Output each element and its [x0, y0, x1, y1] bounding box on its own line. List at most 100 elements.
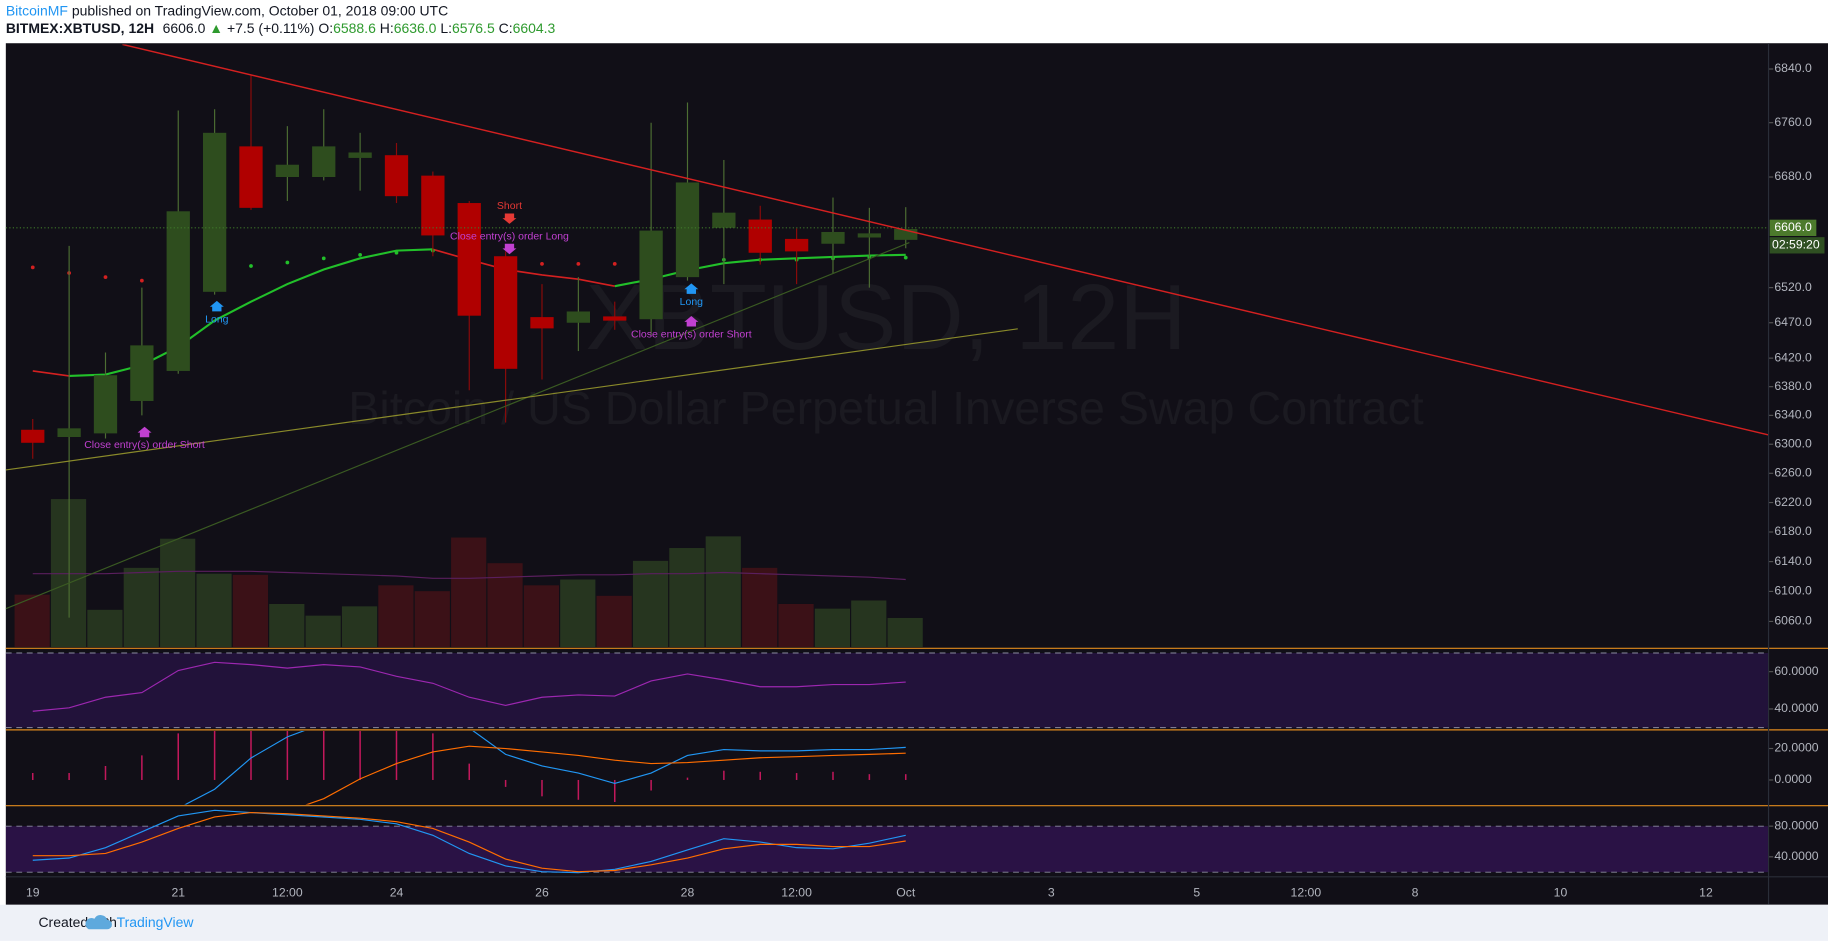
volume-bar — [596, 595, 632, 648]
candle-body — [857, 233, 882, 238]
indicator-line — [32, 809, 906, 874]
logo[interactable] — [85, 915, 112, 930]
sar-dot — [285, 260, 290, 265]
y-tick-label: 6380.0 — [1774, 379, 1812, 393]
volume-bar — [778, 603, 814, 648]
candle-body — [493, 256, 518, 369]
volume-ma-line — [32, 570, 906, 581]
trend-line[interactable] — [5, 242, 910, 610]
annotation: Close entry(s) order Long — [450, 232, 569, 243]
footer-brand[interactable]: TradingView — [117, 914, 195, 930]
y-tick-label: 6140.0 — [1774, 554, 1812, 568]
y-tick-label: 6220.0 — [1774, 495, 1812, 509]
drawings — [5, 44, 1769, 610]
candle-body — [93, 375, 118, 434]
y-tick-label: 6260.0 — [1774, 466, 1812, 480]
candle-body — [603, 316, 627, 321]
candle-body — [712, 212, 736, 228]
y-tick-label: 6470.0 — [1774, 315, 1812, 329]
last: 6606.0 — [163, 20, 206, 36]
y-tick-label: 40.0000 — [1774, 701, 1818, 715]
header-line-1: BitcoinMF published on TradingView.com, … — [6, 2, 448, 18]
watermark-description: Bitcoin / US Dollar Perpetual Inverse Sw… — [348, 382, 1423, 434]
y-tick-label: 6840.0 — [1774, 61, 1812, 75]
h-value: 6636.0 — [394, 20, 437, 36]
volume-bar — [305, 615, 341, 648]
x-tick-label: Oct — [896, 885, 916, 899]
level-band — [5, 826, 1769, 873]
volume-bar — [378, 585, 414, 648]
sar-dot — [249, 264, 253, 268]
volume-bar — [160, 538, 196, 648]
candle-body — [202, 132, 227, 292]
y-tick-label: 80.0000 — [1774, 818, 1818, 832]
last-price-box — [1769, 219, 1817, 236]
candle-body — [166, 211, 190, 371]
x-tick-label: 28 — [681, 885, 695, 899]
annotations: Short Close entry(s) order Long Long Lon… — [84, 201, 751, 451]
volume-bar — [14, 594, 50, 648]
c-label: C: — [499, 20, 513, 36]
candle-body — [421, 175, 445, 236]
sar-dot — [321, 256, 326, 261]
volume-bar — [414, 591, 450, 648]
header-line-2: BITMEX:XBTUSD, 12H 6606.0 ▲ +7.5 (+0.11%… — [6, 20, 556, 36]
footer — [0, 904, 1828, 941]
arrow: ▲ — [209, 20, 223, 36]
candle-body — [384, 155, 409, 197]
pane — [14, 75, 923, 648]
indicator-line — [32, 661, 906, 712]
change: +7.5 (+0.11%) — [227, 20, 315, 36]
annotation-arrow — [209, 300, 224, 312]
candle-body — [639, 230, 663, 320]
x-tick-label: 3 — [1048, 885, 1055, 899]
annotation-arrow — [502, 243, 517, 255]
l-label: L: — [440, 20, 452, 36]
x-tick-label: 12:00 — [1291, 885, 1322, 899]
y-tick-label: 60.0000 — [1774, 664, 1818, 678]
sar-dot — [30, 265, 35, 270]
trend-line[interactable] — [5, 328, 1018, 471]
sar-dot — [103, 275, 108, 280]
pane — [31, 731, 907, 805]
annotation: Long — [205, 314, 228, 325]
volume-bar — [560, 579, 596, 648]
annotation-arrow — [684, 316, 699, 327]
annotation-arrow — [684, 283, 699, 294]
author[interactable]: BitcoinMF — [6, 2, 68, 18]
trend-line[interactable] — [122, 44, 1769, 436]
x-tick-label: 8 — [1412, 885, 1419, 899]
y-tick-label: 6100.0 — [1774, 584, 1812, 598]
y-tick-label: 0.0000 — [1774, 772, 1812, 786]
h-label: H: — [380, 20, 394, 36]
volume-bar — [487, 563, 523, 648]
countdown: 02:59:20 — [1772, 238, 1820, 252]
c-value: 6604.3 — [513, 20, 556, 36]
candle-body — [348, 152, 372, 158]
published: published on TradingView.com, October 01… — [72, 2, 448, 18]
volume-bar — [123, 567, 159, 648]
sar-dot — [140, 278, 144, 283]
volume-bar — [232, 574, 269, 648]
annotation: Short — [497, 201, 522, 212]
y-tick-label: 6180.0 — [1774, 524, 1812, 538]
candle-body — [457, 203, 481, 316]
candle-body — [748, 219, 772, 253]
l-value: 6576.5 — [452, 20, 495, 36]
volume-bar — [632, 560, 669, 648]
plot-layer: 6606.0 02:59:20 19 21 12:00 24 26 28 12:00 Oct 3 5 1… — [5, 61, 1825, 899]
volume-bar — [196, 573, 232, 648]
y-tick-label: 6420.0 — [1774, 350, 1812, 364]
candle-body — [57, 428, 81, 437]
chart-background — [5, 43, 1828, 905]
x-tick-label: 10 — [1554, 885, 1568, 899]
volume-bar — [705, 536, 741, 648]
candle-body — [566, 311, 591, 323]
candle-body — [21, 429, 45, 443]
candle-body — [312, 146, 336, 178]
volume-bar — [523, 585, 560, 648]
sar-dot — [576, 262, 581, 266]
candle-body — [821, 231, 845, 244]
sar-dot — [358, 252, 362, 257]
candle-body — [530, 317, 554, 329]
